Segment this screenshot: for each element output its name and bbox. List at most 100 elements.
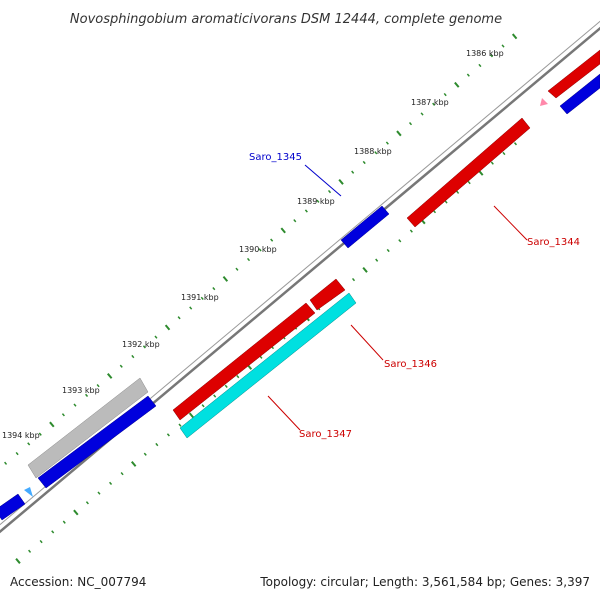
inner-minor-tick <box>213 394 217 398</box>
kbp-label-1392: 1392 kbp <box>122 340 160 349</box>
outer-minor-tick <box>235 267 239 271</box>
kbp-label-1387: 1387 kbp <box>411 98 449 107</box>
kbp-label-1386: 1386 kbp <box>466 49 504 58</box>
gene-left-edge-blue[interactable] <box>0 493 26 521</box>
inner-minor-tick <box>513 142 518 146</box>
inner-minor-tick <box>502 151 506 156</box>
outer-tick-track <box>4 33 518 465</box>
outer-major-tick <box>164 324 171 331</box>
inner-minor-tick <box>386 248 390 253</box>
gene-upper-right-red[interactable] <box>547 49 600 99</box>
outer-minor-tick <box>362 160 366 165</box>
outer-minor-tick <box>270 238 274 242</box>
kbp-label-1394: 1394 kbp <box>2 431 40 440</box>
gene-upper-right-blue[interactable] <box>559 73 600 115</box>
inner-minor-tick <box>409 229 413 233</box>
outer-minor-tick <box>293 219 297 223</box>
outer-minor-tick <box>304 209 308 213</box>
label-leaders <box>267 164 528 431</box>
leader-saro-1345 <box>304 164 342 197</box>
gene-saro-1345[interactable] <box>340 205 390 249</box>
inner-minor-tick <box>166 433 170 437</box>
outer-minor-tick <box>246 257 251 262</box>
accession-text: Accession: NC_007794 <box>10 575 146 589</box>
outer-minor-tick <box>316 199 320 203</box>
outer-major-tick <box>107 373 113 379</box>
genome-backbone <box>0 20 600 534</box>
inner-minor-tick <box>28 549 32 553</box>
inner-minor-tick <box>155 442 159 447</box>
inner-minor-tick <box>109 481 113 486</box>
outer-minor-tick <box>374 151 378 155</box>
gene-saro-1344[interactable] <box>406 117 531 228</box>
small-feature-light-blue[interactable] <box>24 487 33 497</box>
label-saro-1344[interactable]: Saro_1344 <box>527 237 580 248</box>
outer-minor-tick <box>38 432 42 436</box>
small-feature-pink[interactable] <box>540 98 548 106</box>
reverse-strand-genes <box>0 73 600 521</box>
outer-minor-tick <box>73 403 77 407</box>
forward-strand-genes <box>27 49 600 479</box>
outer-minor-tick <box>385 141 389 145</box>
outer-minor-tick <box>420 112 424 116</box>
outer-minor-tick <box>4 461 8 465</box>
gene-lower-blue-long[interactable] <box>37 395 157 489</box>
inner-major-tick <box>131 461 137 467</box>
kbp-label-1391: 1391 kbp <box>181 293 219 302</box>
outer-major-tick <box>454 81 460 88</box>
outer-minor-tick <box>61 413 65 417</box>
topology-text: Topology: circular; Length: 3,561,584 bp… <box>259 575 590 589</box>
inner-major-tick <box>362 266 368 273</box>
outer-minor-tick <box>489 54 494 58</box>
label-saro-1345[interactable]: Saro_1345 <box>249 152 302 163</box>
inner-minor-tick <box>351 277 356 282</box>
label-saro-1346[interactable]: Saro_1346 <box>384 359 437 370</box>
gene-pseudo-1393[interactable] <box>27 377 149 479</box>
outer-minor-tick <box>85 393 89 398</box>
inner-minor-tick <box>201 404 205 408</box>
kbp-label-1393: 1393 kbp <box>62 386 100 395</box>
outer-minor-tick <box>351 170 355 174</box>
outer-minor-tick <box>432 102 436 106</box>
inner-major-tick <box>188 412 195 419</box>
outer-minor-tick <box>408 122 413 126</box>
outer-major-tick <box>222 275 229 282</box>
inner-major-tick <box>15 558 21 564</box>
inner-minor-tick <box>97 491 101 495</box>
outer-minor-tick <box>501 44 505 48</box>
inner-minor-tick <box>120 472 124 476</box>
inner-minor-tick <box>85 501 89 505</box>
outer-minor-tick <box>327 189 332 194</box>
outer-minor-tick <box>96 384 100 388</box>
outer-minor-tick <box>478 63 482 68</box>
outer-minor-tick <box>189 306 193 310</box>
ruler-labels: 1386 kbp 1387 kbp 1388 kbp 1389 kbp 1390… <box>2 49 504 440</box>
outer-major-tick <box>280 227 286 234</box>
gene-labels: Saro_1345 Saro_1344 Saro_1346 Saro_1347 <box>249 152 580 440</box>
inner-minor-tick <box>62 520 66 524</box>
inner-minor-tick <box>375 258 379 262</box>
inner-tick-track <box>15 142 518 564</box>
kbp-label-1388: 1388 kbp <box>354 147 392 156</box>
outer-minor-tick <box>119 364 123 368</box>
inner-minor-tick <box>398 239 402 243</box>
outer-minor-tick <box>212 287 216 291</box>
gene-saro-1346-part[interactable] <box>309 278 346 311</box>
inner-minor-tick <box>143 452 147 456</box>
gene-saro-1346[interactable] <box>172 302 316 421</box>
inner-minor-tick <box>236 375 240 379</box>
inner-minor-tick <box>444 200 448 204</box>
leader-saro-1347 <box>267 395 301 431</box>
kbp-label-1390: 1390 kbp <box>239 245 277 254</box>
inner-minor-tick <box>224 384 228 388</box>
outer-minor-tick <box>466 73 470 77</box>
label-saro-1347[interactable]: Saro_1347 <box>299 429 352 440</box>
outer-minor-tick <box>142 345 146 349</box>
gene-saro-1347[interactable] <box>179 292 357 439</box>
kbp-label-1389: 1389 kbp <box>297 197 335 206</box>
inner-minor-tick <box>178 423 182 427</box>
outer-minor-tick <box>177 316 181 320</box>
outer-minor-tick <box>200 296 204 300</box>
